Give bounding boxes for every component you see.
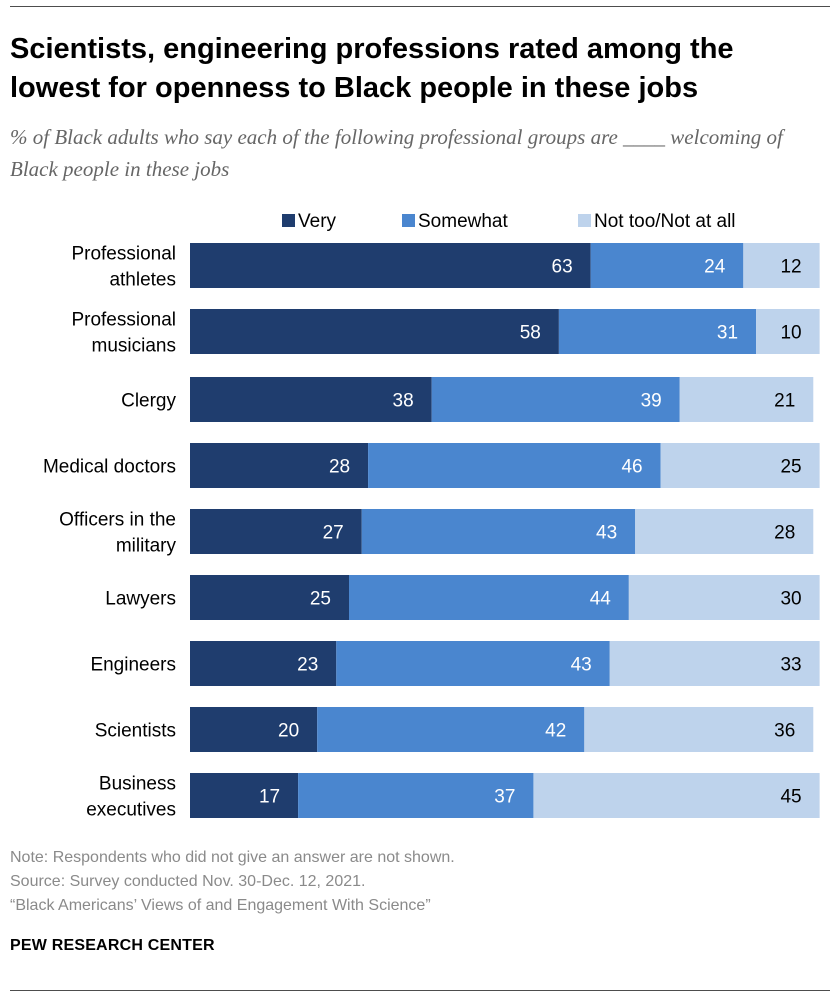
category-label: Professional: [71, 310, 176, 331]
data-label: 27: [323, 523, 344, 544]
data-label: 45: [780, 787, 801, 808]
bar-segment: [584, 707, 814, 752]
category-label: Scientists: [95, 721, 176, 742]
legend-label: Not too/Not at all: [594, 211, 736, 232]
org-credit: PEW RESEARCH CENTER: [10, 937, 215, 954]
data-label: 12: [780, 257, 801, 278]
data-label: 28: [329, 457, 350, 478]
note-text: Note: Respondents who did not give an an…: [10, 849, 455, 866]
legend-item-1: Very: [282, 211, 337, 232]
category-label: Business: [99, 774, 176, 795]
category-label: Professional: [71, 244, 176, 265]
legend-label: Very: [298, 211, 337, 232]
bar-segment: [361, 509, 636, 554]
data-label: 37: [494, 787, 515, 808]
bar-segment: [298, 773, 534, 818]
bottom-rule: [10, 990, 830, 991]
data-label: 31: [717, 323, 738, 344]
bar-segment: [190, 509, 362, 554]
bar-segment: [679, 377, 814, 422]
bar-segment: [336, 641, 610, 686]
data-label: 42: [545, 721, 566, 742]
data-label: 10: [780, 323, 801, 344]
category-label: executives: [86, 800, 176, 821]
data-label: 38: [393, 391, 414, 412]
report-text: “Black Americans’ Views of and Engagemen…: [10, 897, 431, 914]
bar-segment: [190, 243, 591, 288]
legend-swatch: [578, 214, 591, 227]
category-label: Officers in the: [59, 510, 176, 531]
data-label: 43: [596, 523, 617, 544]
data-label: 39: [641, 391, 662, 412]
category-label: athletes: [109, 270, 176, 291]
bar-segment: [190, 773, 299, 818]
bar-segment: [590, 243, 744, 288]
data-label: 23: [297, 655, 318, 676]
bar-segment: [743, 243, 820, 288]
bar-segment: [190, 309, 559, 354]
category-label: musicians: [92, 336, 176, 357]
data-label: 24: [704, 257, 726, 278]
stacked-bar-chart: Very Somewhat Not too/Not at all Profession…: [43, 211, 820, 821]
bar-segment: [533, 773, 820, 818]
bar-segment: [190, 443, 369, 488]
category-label: Clergy: [121, 391, 176, 412]
data-label: 63: [552, 257, 573, 278]
data-label: 33: [780, 655, 801, 676]
data-label: 21: [774, 391, 795, 412]
data-label: 58: [520, 323, 541, 344]
source-text: Source: Survey conducted Nov. 30-Dec. 12…: [10, 873, 366, 890]
data-label: 30: [780, 589, 801, 610]
category-label: Medical doctors: [43, 457, 176, 478]
bar-segment: [349, 575, 629, 620]
legend-label: Somewhat: [418, 211, 508, 232]
bar-segment: [190, 707, 318, 752]
data-label: 17: [259, 787, 280, 808]
bar-segment: [368, 443, 661, 488]
bar-segment: [660, 443, 820, 488]
bar-segment: [431, 377, 680, 422]
bar-segment: [317, 707, 585, 752]
bar-segment: [190, 377, 432, 422]
bar-segment: [190, 575, 349, 620]
bar-segment: [635, 509, 814, 554]
data-label: 46: [621, 457, 642, 478]
data-label: 43: [571, 655, 592, 676]
legend-swatch: [282, 214, 295, 227]
chart-title: Scientists, engineering professions rate…: [10, 33, 734, 104]
bar-segment: [190, 641, 337, 686]
category-label: military: [116, 536, 177, 557]
legend-item-2: Somewhat: [402, 211, 508, 232]
chart-subtitle: % of Black adults who say each of the fo…: [10, 125, 783, 181]
bar-segment: [558, 309, 757, 354]
data-label: 25: [310, 589, 331, 610]
bar-segment: [628, 575, 820, 620]
legend-item-3: Not too/Not at all: [578, 211, 736, 232]
data-label: 25: [780, 457, 801, 478]
data-label: 28: [774, 523, 795, 544]
bar-segment: [756, 309, 820, 354]
footnotes: Note: Respondents who did not give an an…: [10, 846, 830, 918]
data-label: 44: [590, 589, 612, 610]
top-rule: [10, 6, 830, 7]
category-label: Engineers: [90, 655, 176, 676]
data-label: 20: [278, 721, 299, 742]
bar-segment: [609, 641, 820, 686]
legend-swatch: [402, 214, 415, 227]
data-label: 36: [774, 721, 795, 742]
category-label: Lawyers: [105, 589, 176, 610]
